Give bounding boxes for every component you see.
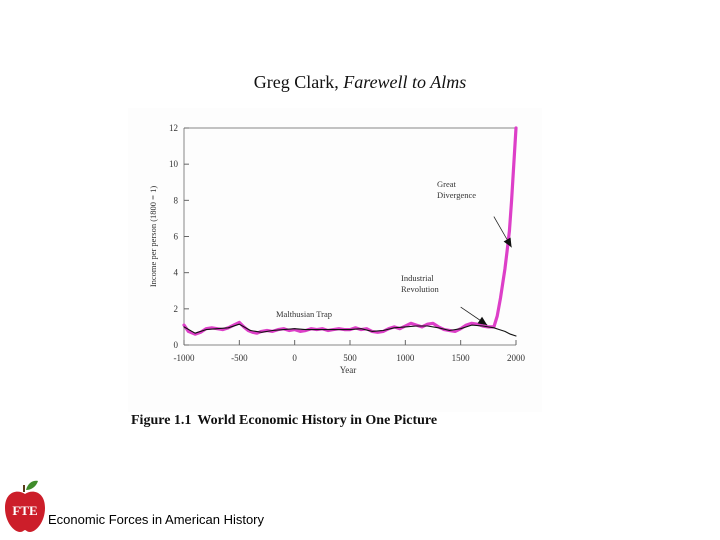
x-tick-label: -500 <box>231 353 248 363</box>
y-tick-label: 12 <box>169 123 178 133</box>
x-tick-label: 1000 <box>396 353 415 363</box>
annotation-line: Divergence <box>437 190 476 200</box>
figure-caption-text: World Economic History in One Picture <box>197 413 438 428</box>
annotation-line: Revolution <box>401 284 440 294</box>
x-tick-label: -1000 <box>174 353 195 363</box>
annotation-malthusian-trap: Malthusian Trap <box>276 309 332 319</box>
annotation-line: Malthusian Trap <box>276 309 332 319</box>
annotation-great-divergence: Great Divergence <box>437 179 476 200</box>
figure-caption: Figure 1.1 World Economic History in One … <box>131 413 437 429</box>
y-tick-label: 0 <box>174 340 179 350</box>
logo-text: FTE <box>12 503 37 518</box>
annotation-arrowhead <box>477 316 488 326</box>
y-tick-label: 4 <box>174 268 179 278</box>
y-tick-label: 10 <box>169 159 179 169</box>
x-tick-label: 500 <box>343 353 357 363</box>
x-axis-label: Year <box>340 365 357 375</box>
title-book: Farewell to Alms <box>343 72 467 92</box>
slide-title: Greg Clark, Farewell to Alms <box>0 72 720 93</box>
apple-body-icon <box>5 491 45 532</box>
x-tick-label: 2000 <box>507 353 526 363</box>
annotation-industrial-revolution: Industrial Revolution <box>401 273 440 294</box>
figure-number: Figure 1.1 <box>131 413 192 428</box>
title-author: Greg Clark, <box>253 72 344 92</box>
y-tick-label: 8 <box>174 195 179 205</box>
annotation-line: Industrial <box>401 273 434 283</box>
apple-leaf-icon <box>26 480 38 490</box>
fte-apple-logo: FTE <box>5 480 45 532</box>
y-tick-label: 2 <box>174 304 179 314</box>
income-chart: 0 2 4 6 8 10 12 -1000 -500 0 500 1000 1500 2000 Year In… <box>148 123 526 375</box>
highlight-series-line <box>182 126 518 336</box>
figure-panel: 0 2 4 6 8 10 12 -1000 -500 0 500 1000 1500 2000 Year In… <box>128 108 542 412</box>
y-tick-label: 6 <box>174 232 179 242</box>
footer-text: Economic Forces in American History <box>48 512 265 527</box>
annotation-line: Great <box>437 179 457 189</box>
x-tick-label: 0 <box>292 353 297 363</box>
x-tick-label: 1500 <box>452 353 471 363</box>
y-axis-label: Income per person (1800 = 1) <box>148 186 158 288</box>
annotation-arrowhead <box>503 237 512 248</box>
income-series-line <box>183 323 517 337</box>
